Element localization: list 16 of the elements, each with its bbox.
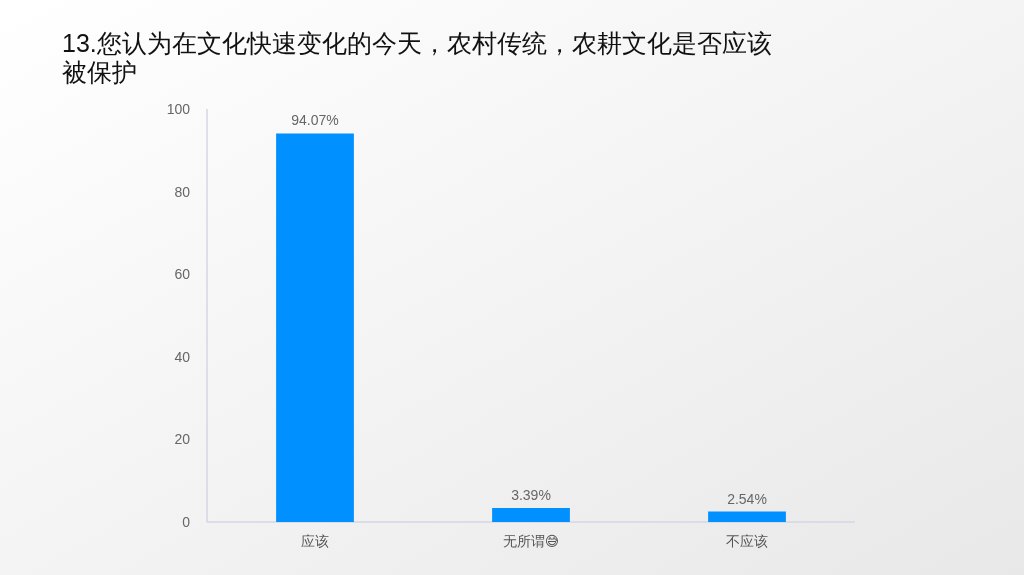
y-tick-label: 60	[174, 266, 191, 283]
y-tick-label: 40	[174, 348, 191, 365]
chart-title: 13.您认为在文化快速变化的今天，农村传统，农耕文化是否应该被保护	[62, 29, 772, 86]
x-tick-label: 不应该	[726, 533, 768, 549]
y-tick-label: 80	[174, 183, 191, 200]
data-label: 2.54%	[727, 490, 767, 507]
data-label: 3.39%	[511, 487, 551, 503]
data-label: 94.07%	[291, 112, 339, 129]
bar	[708, 511, 786, 522]
y-tick-label: 0	[182, 513, 191, 530]
y-tick-label: 20	[174, 431, 191, 448]
y-tick-label: 100	[166, 100, 191, 117]
bar	[276, 133, 354, 522]
bar	[492, 508, 570, 522]
x-tick-label: 应该	[301, 533, 329, 549]
x-tick-label: 无所谓😅	[502, 533, 560, 549]
